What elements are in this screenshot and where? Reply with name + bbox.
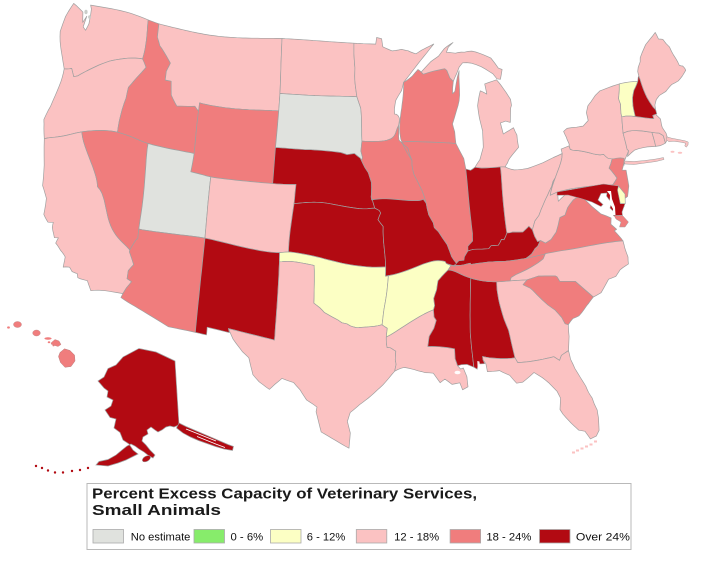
svg-text:No estimate: No estimate (131, 532, 191, 544)
svg-text:Small Animals: Small Animals (92, 503, 221, 519)
svg-text:Over 24%: Over 24% (576, 532, 630, 544)
svg-text:18 - 24%: 18 - 24% (486, 532, 531, 544)
svg-text:12 - 18%: 12 - 18% (394, 532, 439, 544)
svg-text:6 - 12%: 6 - 12% (307, 532, 346, 544)
svg-text:Percent Excess Capacity of Vet: Percent Excess Capacity of Veterinary Se… (92, 487, 477, 503)
svg-text:0 - 6%: 0 - 6% (231, 532, 264, 544)
